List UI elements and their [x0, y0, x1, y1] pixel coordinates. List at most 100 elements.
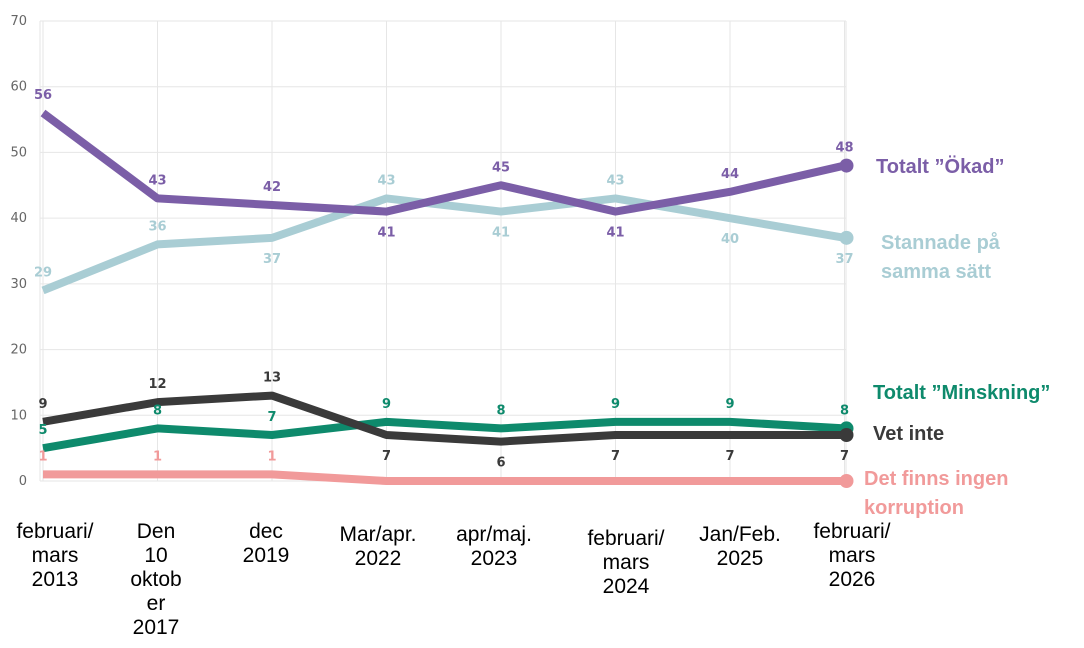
- data-label: 12: [148, 377, 166, 392]
- y-axis: 0 10 20 30 40 50 60 70: [10, 14, 27, 489]
- x-tick-label-line: mars: [829, 544, 876, 567]
- data-label: 41: [606, 226, 624, 241]
- series-line-vet-inte: [42, 391, 845, 446]
- y-tick-label: 0: [19, 474, 27, 489]
- legend-label-totalt-minskning: Totalt ”Minskning”: [873, 382, 1050, 404]
- x-tick-label: februari/mars 2024: [587, 527, 664, 598]
- x-tick-label-line: dec: [249, 520, 283, 543]
- legend-label-vet-inte: Vet inte: [873, 423, 944, 445]
- legend-label-line: korruption: [864, 497, 964, 519]
- legend-label-line: Totalt ”Ökad”: [876, 155, 1005, 178]
- x-tick-label-line: 2023: [471, 547, 518, 570]
- x-tick-label: Jan/Feb. 2025: [699, 523, 781, 570]
- x-tick-label-line: 2019: [243, 544, 290, 567]
- data-label: 1: [153, 449, 162, 464]
- data-label: 7: [382, 449, 391, 464]
- data-label: 41: [377, 226, 395, 241]
- data-label: 9: [611, 397, 620, 412]
- x-tick-label-line: februari/: [813, 520, 890, 543]
- legend-label-line: Stannade på: [881, 231, 1001, 254]
- y-tick-label: 60: [10, 80, 27, 95]
- data-label: 44: [721, 167, 739, 182]
- series-line-totalt-okad: [40, 109, 846, 216]
- data-label: 56: [34, 88, 52, 103]
- x-tick-label-line: er: [147, 592, 166, 615]
- legend-label-line: Totalt ”Minskning”: [873, 382, 1050, 404]
- y-tick-label: 20: [10, 343, 27, 358]
- legend-label-stannade-pa-samma-satt: Stannade på samma sätt: [881, 231, 1001, 283]
- x-tick-label-line: 2025: [717, 547, 764, 570]
- data-label: 29: [34, 265, 52, 280]
- x-tick-label: februari/mars 2026: [813, 520, 890, 591]
- x-tick-label-line: februari/: [587, 527, 664, 550]
- data-label: 42: [263, 180, 281, 195]
- y-tick-label: 70: [10, 14, 27, 29]
- data-label: 37: [263, 252, 281, 267]
- x-tick-label-line: Jan/Feb.: [699, 523, 781, 546]
- x-tick-label-line: oktob: [130, 568, 181, 591]
- series-line-totalt-minskning: [42, 417, 845, 453]
- data-label: 40: [721, 232, 739, 247]
- series-end-marker-totalt-okad: [839, 158, 854, 173]
- data-label: 13: [263, 371, 281, 386]
- data-label: 43: [148, 173, 166, 188]
- x-tick-label-line: 10: [144, 544, 167, 567]
- data-label: 7: [611, 449, 620, 464]
- grid: [39, 20, 847, 482]
- series-end-marker-vet-inte: [839, 428, 854, 442]
- y-tick-label: 50: [10, 145, 27, 160]
- data-label: 1: [38, 449, 47, 464]
- legend-label-line: Vet inte: [873, 423, 944, 445]
- x-tick-label-line: apr/maj.: [456, 523, 532, 546]
- series-line-det-finns-ingen-korruption: [43, 470, 845, 485]
- data-label: 1: [267, 449, 276, 464]
- data-label: 48: [835, 141, 853, 156]
- legend-label-totalt-okad: Totalt ”Ökad”: [876, 155, 1005, 178]
- data-label: 8: [153, 403, 162, 418]
- x-tick-label-line: 2024: [603, 575, 650, 598]
- data-label: 9: [38, 397, 47, 412]
- data-label: 8: [496, 403, 505, 418]
- series-line-stannade-pa-samma-satt: [41, 194, 846, 295]
- x-tick-label-line: 2026: [829, 568, 876, 591]
- data-label: 43: [606, 173, 624, 188]
- legend-label-det-finns-ingen-korruption: Det finns ingen korruption: [864, 468, 1008, 519]
- data-label: 8: [840, 403, 849, 418]
- data-label: 43: [377, 173, 395, 188]
- legend-label-line: samma sätt: [881, 261, 991, 283]
- data-label: 37: [835, 252, 853, 267]
- x-tick-label-line: februari/: [16, 520, 93, 543]
- series-end-marker-stannade-pa-samma-satt: [839, 230, 854, 245]
- data-label: 7: [725, 449, 734, 464]
- data-label: 9: [725, 397, 734, 412]
- legend: Stannade på samma sätt Totalt ”Ökad” Det fi…: [864, 155, 1050, 519]
- y-tick-label: 30: [10, 277, 27, 292]
- x-tick-label-line: mars: [32, 544, 79, 567]
- x-tick-label: Mar/apr. 2022: [339, 523, 416, 570]
- data-labels: 29 36 37 43 41 43 40 37 56 43 42 41 45 41 44 48 1 1 1 5 8 7 9 8…: [34, 88, 854, 471]
- data-label: 7: [267, 410, 276, 425]
- x-tick-label: apr/maj. 2023: [456, 523, 532, 570]
- x-tick-label-line: mars: [603, 551, 650, 574]
- data-label: 6: [496, 456, 505, 471]
- data-label: 36: [148, 219, 166, 234]
- y-tick-label: 10: [10, 408, 27, 423]
- data-label: 9: [382, 397, 391, 412]
- series-end-marker-det-finns-ingen-korruption: [839, 474, 854, 488]
- x-tick-label-line: 2017: [133, 616, 180, 639]
- x-tick-label-line: 2013: [32, 568, 79, 591]
- data-label: 41: [492, 226, 510, 241]
- x-tick-label: dec 2019: [243, 520, 290, 567]
- x-tick-label: februari/mars 2013: [16, 520, 93, 591]
- series-lines: [40, 109, 854, 488]
- x-tick-label: Den 10 oktob er 2017: [130, 520, 181, 639]
- x-tick-label-line: Den: [137, 520, 176, 543]
- x-tick-label-line: 2022: [355, 547, 402, 570]
- data-label: 7: [840, 449, 849, 464]
- data-label: 5: [38, 423, 47, 438]
- data-label: 45: [492, 160, 510, 175]
- legend-label-line: Det finns ingen: [864, 468, 1008, 490]
- y-tick-label: 40: [10, 211, 27, 226]
